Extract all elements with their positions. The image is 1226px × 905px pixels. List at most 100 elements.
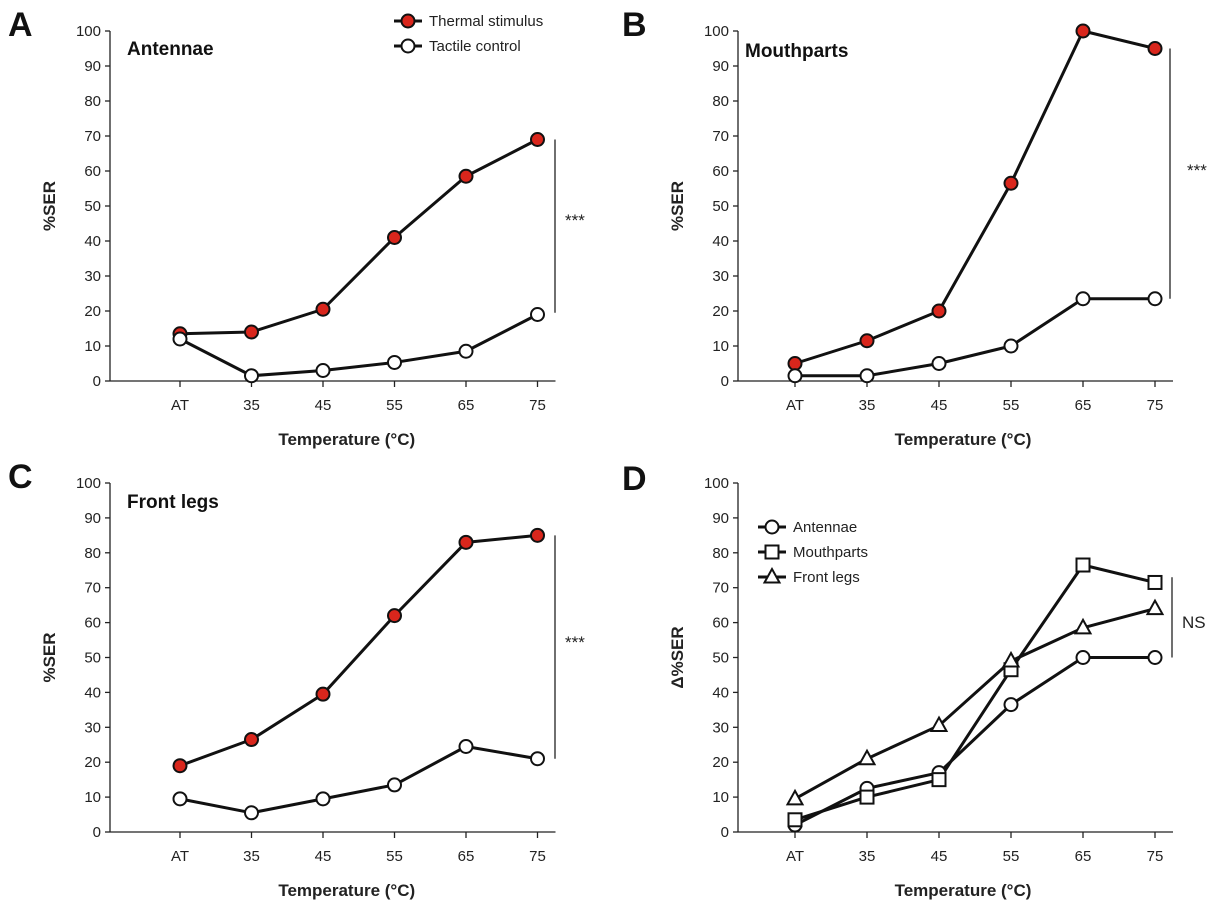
legend-marker xyxy=(400,38,416,54)
data-point-1-1 xyxy=(244,368,259,384)
y-tick-label: 20 xyxy=(712,754,729,771)
x-tick-label: 35 xyxy=(243,397,260,414)
x-tick-label: 75 xyxy=(529,848,546,865)
y-axis-title: Δ%SER xyxy=(668,626,687,688)
series-line-1 xyxy=(179,744,538,815)
data-point-0-4 xyxy=(458,168,474,184)
data-point-0-1 xyxy=(244,324,259,340)
y-tick-label: 100 xyxy=(76,23,101,40)
y-tick-label: 60 xyxy=(84,163,101,180)
y-axis-title: %SER xyxy=(40,632,59,682)
significance-label: *** xyxy=(1187,161,1207,180)
data-point-1-4 xyxy=(1075,291,1091,307)
legend-label: Front legs xyxy=(793,569,860,586)
y-tick-label: 0 xyxy=(721,373,729,390)
data-point-0-5 xyxy=(530,527,545,543)
data-point-1-4 xyxy=(1075,557,1091,573)
significance-label: *** xyxy=(565,633,585,652)
data-point-1-0 xyxy=(787,368,803,384)
y-tick-label: 50 xyxy=(712,198,729,215)
y-tick-label: 90 xyxy=(712,58,729,75)
x-tick-label: AT xyxy=(171,397,189,414)
y-tick-label: 0 xyxy=(93,373,101,390)
panel-letter: B xyxy=(622,6,647,44)
panel-d: D 0 10 20 30 40 50 60 70 80 90 100 AT 35 45 55 65 75 Tempe… xyxy=(622,460,1206,900)
y-tick-label: 30 xyxy=(712,719,729,736)
y-tick-label: 10 xyxy=(84,338,101,355)
x-tick-label: AT xyxy=(786,848,804,865)
y-tick-label: 0 xyxy=(721,824,729,841)
x-tick-label: 65 xyxy=(458,397,475,414)
x-axis-title: Temperature (°C) xyxy=(895,430,1032,449)
series-line-1 xyxy=(179,313,539,378)
data-point-0-2 xyxy=(315,301,331,317)
series-line-0 xyxy=(794,29,1156,365)
x-tick-label: 55 xyxy=(1003,397,1020,414)
y-tick-label: 100 xyxy=(704,475,729,492)
data-point-2-5 xyxy=(1145,598,1165,616)
data-point-0-0 xyxy=(172,758,188,774)
data-point-2-2 xyxy=(929,715,949,733)
data-point-1-3 xyxy=(387,354,402,370)
data-point-1-1 xyxy=(859,789,875,805)
data-point-1-5 xyxy=(530,751,545,767)
y-tick-label: 60 xyxy=(712,615,729,632)
data-point-1-2 xyxy=(315,791,331,807)
y-tick-label: 50 xyxy=(712,650,729,667)
data-point-1-1 xyxy=(859,368,875,384)
data-point-0-1 xyxy=(859,333,875,349)
legend-marker xyxy=(764,519,780,535)
x-tick-label: 35 xyxy=(859,397,876,414)
y-tick-label: 0 xyxy=(93,824,101,841)
y-tick-label: 80 xyxy=(84,93,101,110)
data-point-2-1 xyxy=(857,748,877,766)
data-point-1-4 xyxy=(458,343,474,359)
panel-b: B Mouthparts 0 10 20 30 40 50 60 70 80 90 100 AT 35 45 5… xyxy=(622,6,1207,449)
legend-marker xyxy=(762,566,782,584)
data-point-1-5 xyxy=(1147,574,1163,590)
legend-marker xyxy=(764,544,780,560)
y-tick-label: 10 xyxy=(712,338,729,355)
data-point-0-3 xyxy=(1003,697,1019,713)
series-line-0 xyxy=(794,656,1155,827)
data-point-1-5 xyxy=(530,307,545,322)
panel-letter: D xyxy=(622,460,647,498)
y-tick-label: 70 xyxy=(84,128,101,145)
legend: Antennae Mouthparts Front legs xyxy=(758,519,868,586)
x-tick-label: 75 xyxy=(529,397,546,414)
data-point-0-4 xyxy=(1075,23,1091,39)
panel-letter: C xyxy=(8,458,33,496)
series-line-2 xyxy=(794,607,1156,801)
x-axis-title: Temperature (°C) xyxy=(895,881,1032,900)
data-point-0-5 xyxy=(1147,650,1163,665)
y-tick-label: 10 xyxy=(712,789,729,806)
data-point-0-4 xyxy=(1075,650,1091,665)
data-point-1-0 xyxy=(787,812,803,828)
y-tick-label: 60 xyxy=(712,163,729,180)
panel-c: C Front legs 0 10 20 30 40 50 60 70 80 90 100 AT 35 45 5… xyxy=(8,458,585,900)
x-tick-label: 65 xyxy=(1075,397,1092,414)
x-tick-label: 65 xyxy=(458,848,475,865)
x-tick-label: 75 xyxy=(1147,397,1164,414)
y-tick-label: 80 xyxy=(712,545,729,562)
panel-a: A Antennae 0 10 20 30 40 50 60 70 80 90 100 AT 35 45 55 6… xyxy=(8,6,585,449)
y-tick-label: 30 xyxy=(84,268,101,285)
data-point-0-5 xyxy=(1147,41,1163,56)
y-tick-label: 100 xyxy=(76,475,101,492)
y-tick-label: 30 xyxy=(84,719,101,736)
x-tick-label: AT xyxy=(171,848,189,865)
x-tick-label: 45 xyxy=(931,848,948,865)
series-line-1 xyxy=(795,297,1155,378)
y-tick-label: 70 xyxy=(712,128,729,145)
x-tick-label: 45 xyxy=(931,397,948,414)
y-tick-label: 40 xyxy=(84,684,101,701)
y-tick-label: 50 xyxy=(84,198,101,215)
legend-marker xyxy=(400,13,416,29)
y-tick-label: 70 xyxy=(84,580,101,597)
legend: Thermal stimulus Tactile control xyxy=(394,13,543,55)
y-tick-label: 20 xyxy=(84,303,101,320)
data-point-0-3 xyxy=(387,230,402,245)
data-point-2-0 xyxy=(785,788,805,806)
data-point-1-0 xyxy=(172,331,188,347)
data-point-1-2 xyxy=(315,363,331,378)
